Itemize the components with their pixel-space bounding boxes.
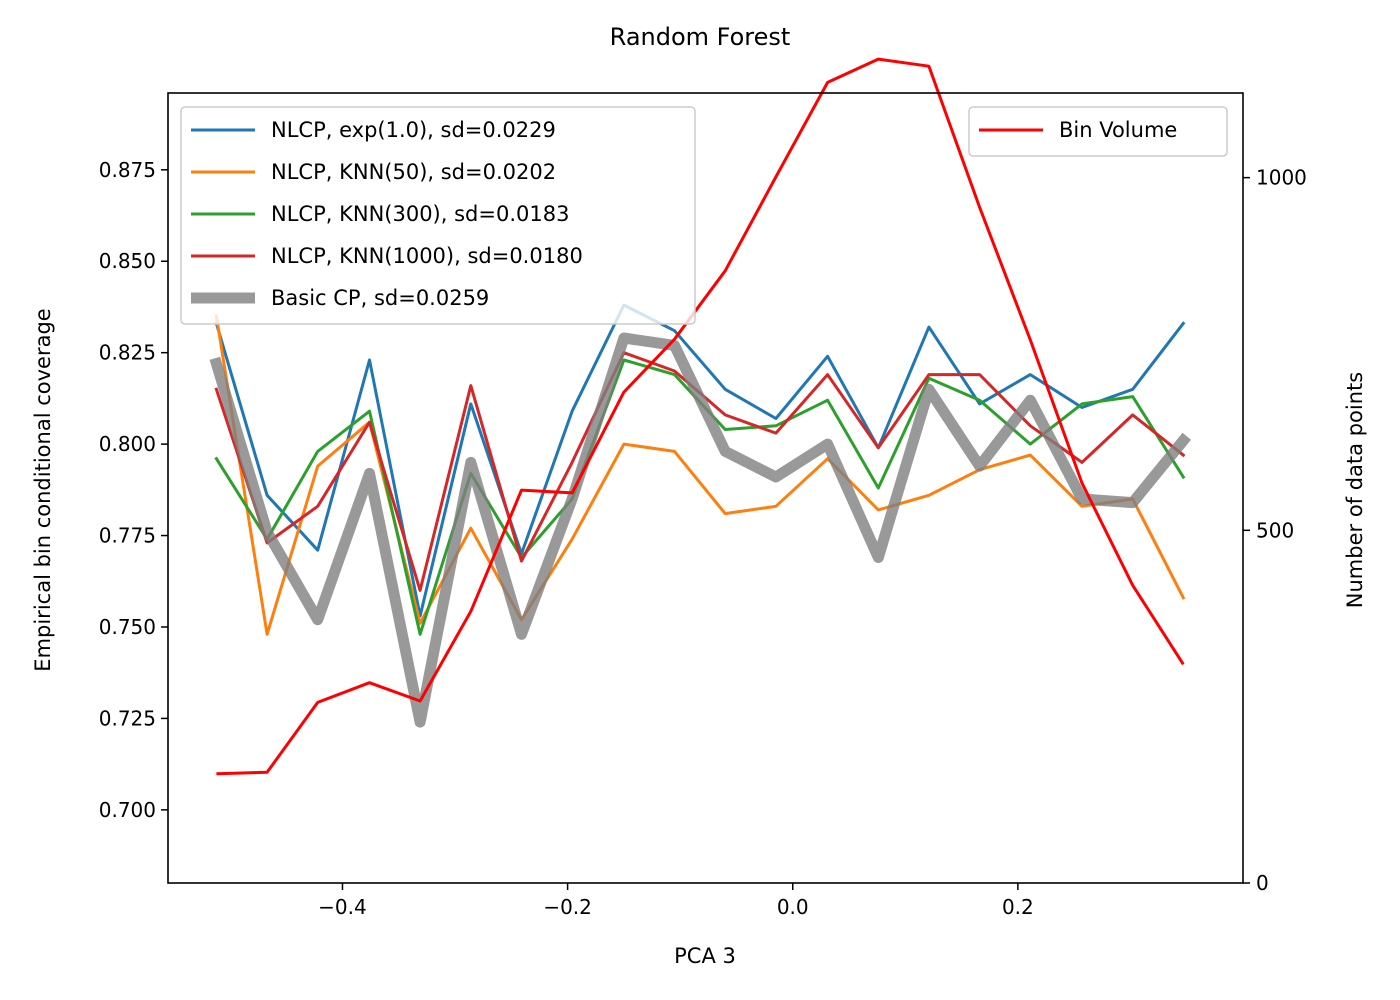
y-tick-label: 0.875 bbox=[99, 158, 156, 182]
series-line-2 bbox=[214, 314, 1186, 636]
right-series-layer bbox=[216, 57, 1185, 776]
x-axis: −0.4 −0.2 0.0 0.2 bbox=[318, 883, 1034, 919]
y-tick-label: 0.800 bbox=[99, 432, 156, 456]
legend-left: NLCP, exp(1.0), sd=0.0229 NLCP, KNN(50), … bbox=[180, 106, 696, 325]
legend-label-nlcp-knn-1000-sd-0-0180: NLCP, KNN(1000), sd=0.0180 bbox=[271, 244, 583, 268]
series-line-5 bbox=[209, 332, 1192, 728]
x-tick-label: −0.2 bbox=[543, 895, 592, 919]
y-axis-left: 0.700 0.725 0.750 0.775 0.800 0.825 0.850 0.875 bbox=[99, 158, 168, 822]
legend-right-box bbox=[968, 106, 1228, 157]
x-tick-label: 0.2 bbox=[1002, 895, 1034, 919]
y-tick-label: 0.700 bbox=[99, 798, 156, 822]
y-tick-label: 0.775 bbox=[99, 524, 156, 548]
right-series-line-1 bbox=[216, 57, 1185, 776]
y-axis-right-title: Number of data points bbox=[1343, 372, 1367, 608]
y-tick-label: 0.750 bbox=[99, 615, 156, 639]
y-right-tick-label: 1000 bbox=[1256, 166, 1307, 190]
series-layer bbox=[209, 303, 1192, 728]
legend-label-basic-cp-sd-0-0259: Basic CP, sd=0.0259 bbox=[271, 286, 489, 310]
y-tick-label: 0.825 bbox=[99, 341, 156, 365]
y-axis-title: Empirical bin conditional coverage bbox=[31, 308, 55, 671]
chart-title: Random Forest bbox=[610, 23, 791, 51]
y-tick-label: 0.850 bbox=[99, 249, 156, 273]
y-right-tick-label: 500 bbox=[1256, 518, 1294, 542]
legend-label-nlcp-exp-1-0-sd-0-0229: NLCP, exp(1.0), sd=0.0229 bbox=[271, 118, 556, 142]
y-axis-right: 0 500 1000 bbox=[1243, 166, 1307, 895]
y-right-tick-label: 0 bbox=[1256, 871, 1269, 895]
x-tick-label: 0.0 bbox=[777, 895, 809, 919]
legend-right: Bin Volume bbox=[968, 106, 1228, 157]
legend-label-nlcp-knn-50-sd-0-0202: NLCP, KNN(50), sd=0.0202 bbox=[271, 160, 556, 184]
legend-left-box bbox=[180, 106, 696, 325]
y-tick-label: 0.725 bbox=[99, 706, 156, 730]
plot-frame bbox=[167, 92, 1244, 884]
series-line-1 bbox=[214, 303, 1186, 618]
legend-label-nlcp-knn-300-sd-0-0183: NLCP, KNN(300), sd=0.0183 bbox=[271, 202, 569, 226]
x-axis-title: PCA 3 bbox=[674, 944, 736, 968]
legend-label-bin-volume: Bin Volume bbox=[1059, 118, 1177, 142]
x-tick-label: −0.4 bbox=[318, 895, 367, 919]
